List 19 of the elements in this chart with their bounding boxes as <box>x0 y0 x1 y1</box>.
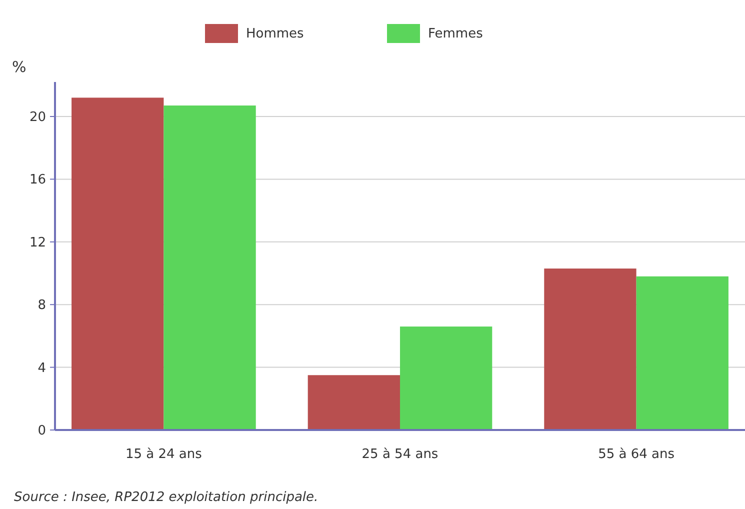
bar <box>544 268 636 430</box>
bar <box>636 276 728 430</box>
legend-label: Hommes <box>246 26 304 42</box>
bar <box>72 98 164 430</box>
y-tick-label: 20 <box>29 110 46 126</box>
x-tick-label: 25 à 54 ans <box>362 447 438 462</box>
y-tick-label: 0 <box>38 424 46 439</box>
y-tick-label: 12 <box>29 235 46 250</box>
y-tick-label: 16 <box>29 172 46 188</box>
source-note: Source : Insee, RP2012 exploitation principale. <box>14 490 318 505</box>
bar <box>164 106 256 430</box>
y-tick-label: 4 <box>38 360 46 376</box>
y-tick-label: 8 <box>38 298 46 314</box>
bar <box>400 326 492 430</box>
legend-label: Femmes <box>428 26 484 42</box>
y-axis-title: % <box>12 58 26 76</box>
bar <box>308 375 400 430</box>
x-tick-label: 15 à 24 ans <box>125 447 202 462</box>
x-tick-label: 55 à 64 ans <box>598 447 675 462</box>
